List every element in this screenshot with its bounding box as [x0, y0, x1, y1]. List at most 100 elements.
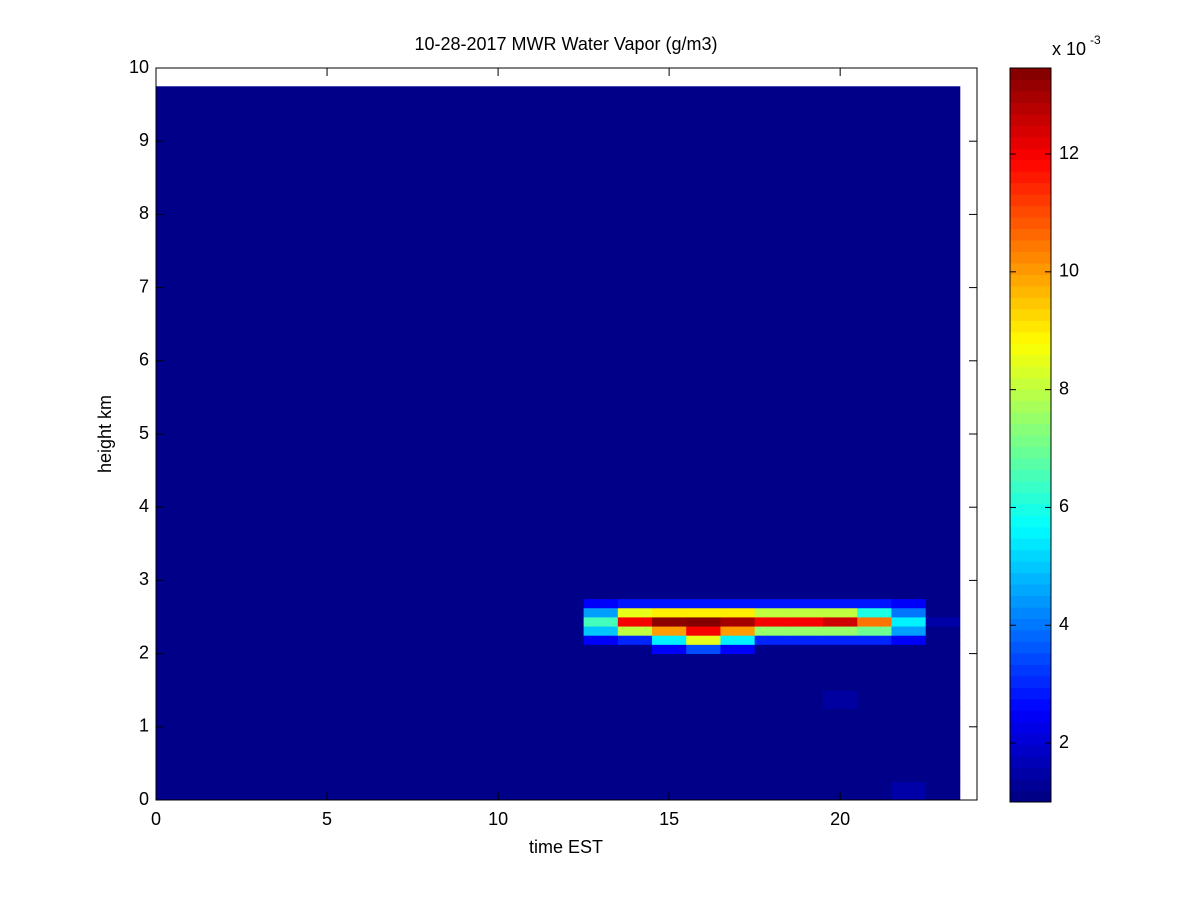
heat-cell [549, 598, 585, 609]
heat-cell [309, 617, 345, 627]
heat-cell [686, 708, 721, 783]
heat-cell [925, 708, 961, 783]
heat-cell [207, 635, 242, 645]
heat-cell [480, 617, 516, 627]
heat-cell [891, 653, 927, 691]
heat-cell [173, 653, 208, 691]
heat-cell [344, 781, 379, 801]
heat-cell [686, 626, 721, 636]
heat-cell [378, 653, 413, 691]
y-tick-label: 6 [139, 350, 149, 370]
colorbar-tick-label: 10 [1059, 261, 1079, 281]
heat-cell [617, 644, 653, 654]
heat-cell [241, 635, 277, 645]
heat-cell [412, 653, 448, 691]
colorbar-swatch [1010, 756, 1051, 769]
heat-cell [788, 708, 824, 783]
heat-cell [344, 690, 379, 709]
x-tick-label: 10 [488, 809, 508, 829]
colorbar-swatch [1010, 331, 1051, 344]
heat-cell [549, 708, 585, 783]
heat-cell [412, 635, 448, 645]
heat-cell [156, 690, 174, 709]
heat-cell [754, 86, 790, 600]
heat-cell [891, 598, 927, 609]
heat-cell [156, 635, 174, 645]
heat-cell [925, 690, 961, 709]
heat-cell [309, 644, 345, 654]
heat-cell [583, 653, 619, 691]
heat-cell [446, 781, 482, 801]
colorbar-tick-label: 8 [1059, 378, 1069, 398]
heat-cell [156, 653, 174, 691]
heat-cell [207, 781, 242, 801]
heat-cell [515, 626, 550, 636]
heat-cell [309, 635, 345, 645]
heat-cell [480, 598, 516, 609]
heat-cell [720, 781, 756, 801]
heat-cell [446, 644, 482, 654]
colorbar-swatch [1010, 90, 1051, 103]
heat-cell [241, 617, 277, 627]
heat-cell [156, 626, 174, 636]
heat-cell [549, 607, 585, 618]
x-tick-label: 5 [322, 809, 332, 829]
heat-cell [583, 635, 619, 645]
y-axis-label: height km [95, 395, 115, 473]
heat-cell [823, 598, 858, 609]
heat-cell [446, 635, 482, 645]
heat-cell [378, 635, 413, 645]
heat-cell [788, 635, 824, 645]
heat-cell [652, 617, 687, 627]
colorbar-swatch [1010, 515, 1051, 528]
heat-cell [857, 86, 892, 600]
heat-cell [156, 781, 174, 801]
chart-title: 10-28-2017 MWR Water Vapor (g/m3) [414, 34, 717, 54]
heat-cell [617, 617, 653, 627]
heat-cell [207, 653, 242, 691]
colorbar-swatch [1010, 503, 1051, 516]
colorbar-box [1009, 67, 1052, 803]
heat-cell [652, 781, 687, 801]
heat-cell [241, 626, 277, 636]
heat-cell [207, 644, 242, 654]
colorbar-swatch [1010, 148, 1051, 161]
heat-cell [309, 690, 345, 709]
heat-cell [515, 86, 550, 600]
colorbar-tick-label: 2 [1059, 732, 1069, 752]
colorbar-swatch [1010, 194, 1051, 207]
heat-cell [378, 644, 413, 654]
colorbar-swatch [1010, 561, 1051, 574]
heat-cell [617, 653, 653, 691]
heat-cell [583, 598, 619, 609]
heat-cell [480, 644, 516, 654]
colorbar-swatch [1010, 159, 1051, 172]
heat-cell [156, 86, 174, 600]
colorbar-swatch [1010, 675, 1051, 688]
colorbar-swatch [1010, 767, 1051, 780]
heat-cell [754, 690, 790, 709]
heat-cell [583, 708, 619, 783]
heat-cell [412, 690, 448, 709]
heat-cell [446, 626, 482, 636]
heat-cell [344, 598, 379, 609]
colorbar-swatch [1010, 710, 1051, 723]
x-axis-label: time EST [529, 837, 603, 857]
colorbar-tick-label: 6 [1059, 496, 1069, 516]
heat-cell [823, 607, 858, 618]
heat-cell [378, 607, 413, 618]
heat-cell [891, 635, 927, 645]
heat-cell [857, 781, 892, 801]
y-tick-label: 2 [139, 642, 149, 662]
heat-cell [720, 708, 756, 783]
heat-cell [583, 781, 619, 801]
heat-cell [412, 781, 448, 801]
heat-cell [652, 635, 687, 645]
heat-cell [788, 781, 824, 801]
heat-cell [720, 626, 756, 636]
heat-cell [823, 644, 858, 654]
heat-cell [480, 635, 516, 645]
colorbar-swatch [1010, 664, 1051, 677]
colorbar-swatch [1010, 285, 1051, 298]
heat-cell [686, 598, 721, 609]
